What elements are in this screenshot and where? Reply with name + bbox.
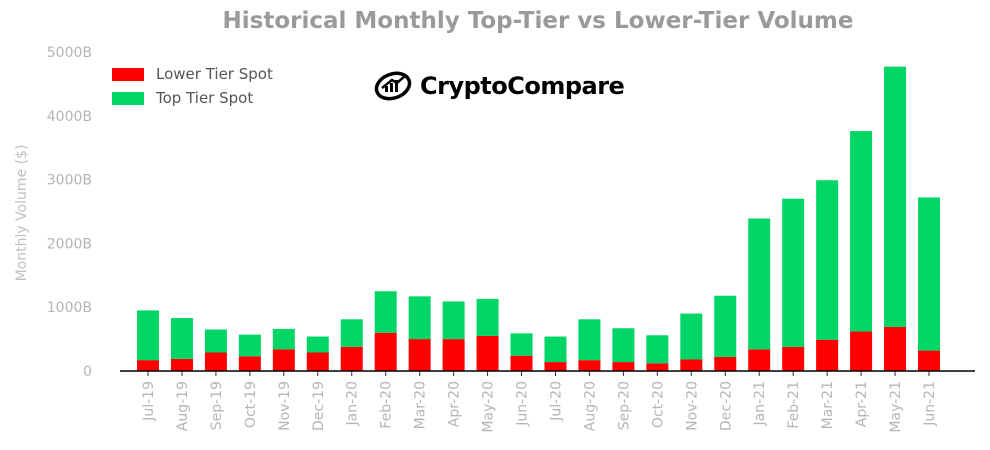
bar-lower-tier bbox=[680, 359, 703, 371]
brand-name: CryptoCompare bbox=[420, 72, 625, 100]
bar-lower-tier bbox=[578, 360, 601, 371]
bar-top-tier bbox=[374, 291, 397, 333]
x-tick-label: Jul-19 bbox=[141, 381, 157, 422]
bar-top-tier bbox=[340, 319, 363, 347]
bars bbox=[137, 66, 940, 371]
x-tick-label: Mar-21 bbox=[820, 381, 836, 429]
x-axis: Jul-19 Aug-19 Sep-19 Oct-19 Nov-19 Dec-19 Jan-… bbox=[120, 370, 975, 433]
bar-lower-tier bbox=[918, 350, 940, 371]
y-tick-label: 1000B bbox=[47, 300, 92, 316]
x-tick-label: Jul-20 bbox=[548, 381, 564, 422]
bar-top-tier bbox=[612, 328, 635, 363]
x-tick-label: Jan-21 bbox=[752, 381, 768, 426]
x-tick-label: Oct-20 bbox=[650, 381, 666, 428]
x-tick-label: Sep-20 bbox=[616, 381, 632, 430]
bar-top-tier bbox=[238, 334, 261, 357]
chart-title: Historical Monthly Top-Tier vs Lower-Tie… bbox=[222, 8, 854, 34]
bar-top-tier bbox=[918, 197, 940, 351]
bar-top-tier bbox=[680, 313, 703, 360]
bar-top-tier bbox=[884, 66, 907, 327]
bar-lower-tier bbox=[884, 326, 907, 371]
bar-top-tier bbox=[816, 180, 839, 340]
x-tick-label: May-20 bbox=[481, 381, 497, 433]
x-tick-label: Jun-21 bbox=[922, 381, 938, 427]
bar-lower-tier bbox=[646, 363, 669, 371]
bar-lower-tier bbox=[238, 356, 261, 371]
x-tick-label: Sep-19 bbox=[209, 381, 225, 430]
bar-lower-tier bbox=[476, 335, 499, 371]
bar-top-tier bbox=[782, 198, 805, 347]
bar-lower-tier bbox=[204, 352, 227, 371]
bar-top-tier bbox=[306, 336, 329, 353]
bar-lower-tier bbox=[408, 339, 431, 371]
x-tick-label: Oct-19 bbox=[243, 381, 259, 428]
x-tick-label: Apr-20 bbox=[447, 381, 463, 427]
x-tick-label: Aug-20 bbox=[582, 381, 598, 431]
bar-top-tier bbox=[442, 301, 465, 340]
x-tick-label: Nov-20 bbox=[684, 381, 700, 431]
x-tick-label: Aug-19 bbox=[175, 381, 191, 431]
x-tick-label: Apr-21 bbox=[854, 381, 870, 427]
bar-lower-tier bbox=[748, 349, 771, 371]
bar-top-tier bbox=[850, 131, 873, 332]
legend: Lower Tier Spot Top Tier Spot bbox=[112, 62, 273, 110]
x-tick-label: Feb-21 bbox=[786, 381, 802, 429]
legend-swatch-top-tier bbox=[112, 91, 144, 105]
bar-lower-tier bbox=[714, 356, 737, 371]
bar-lower-tier bbox=[374, 332, 397, 371]
bar-top-tier bbox=[578, 319, 601, 361]
bar-lower-tier bbox=[510, 355, 533, 371]
legend-swatch-lower-tier bbox=[112, 67, 144, 81]
legend-label-lower-tier: Lower Tier Spot bbox=[156, 65, 273, 83]
y-axis: 0 1000B 2000B 3000B 4000B 5000B bbox=[47, 45, 92, 380]
y-tick-label: 3000B bbox=[47, 173, 92, 189]
cryptocompare-logo-icon bbox=[374, 71, 412, 101]
y-axis-title: Monthly Volume ($) bbox=[14, 145, 30, 282]
x-tick-label: Dec-20 bbox=[718, 381, 734, 431]
x-tick-label: Jun-20 bbox=[515, 381, 531, 427]
bar-top-tier bbox=[510, 333, 533, 356]
bar-top-tier bbox=[476, 298, 499, 336]
bar-lower-tier bbox=[782, 346, 805, 371]
y-tick-label: 0 bbox=[83, 364, 92, 380]
bar-lower-tier bbox=[137, 360, 159, 371]
bar-lower-tier bbox=[340, 346, 363, 371]
x-tick-label: May-21 bbox=[888, 381, 904, 433]
bar-top-tier bbox=[646, 335, 669, 364]
bar-lower-tier bbox=[272, 349, 295, 371]
bar-lower-tier bbox=[170, 358, 193, 371]
y-tick-label: 2000B bbox=[47, 236, 92, 252]
bar-lower-tier bbox=[442, 339, 465, 371]
bar-top-tier bbox=[272, 328, 295, 350]
x-tick-label: Mar-20 bbox=[413, 381, 429, 429]
bar-lower-tier bbox=[544, 362, 567, 371]
bar-top-tier bbox=[714, 295, 737, 357]
legend-item-lower-tier: Lower Tier Spot bbox=[112, 62, 273, 86]
bar-lower-tier bbox=[850, 331, 873, 371]
y-tick-label: 4000B bbox=[47, 109, 92, 125]
x-tick-label: Jan-20 bbox=[345, 381, 361, 426]
x-tick-label: Nov-19 bbox=[277, 381, 293, 431]
bar-top-tier bbox=[408, 296, 431, 340]
bar-lower-tier bbox=[612, 362, 635, 371]
bar-top-tier bbox=[137, 310, 159, 361]
x-tick-label: Feb-20 bbox=[379, 381, 395, 429]
bar-lower-tier bbox=[306, 352, 329, 371]
legend-label-top-tier: Top Tier Spot bbox=[156, 89, 254, 107]
bar-top-tier bbox=[170, 318, 193, 359]
bar-top-tier bbox=[204, 329, 227, 353]
x-tick-label: Dec-19 bbox=[311, 381, 327, 431]
brand-logo: CryptoCompare bbox=[374, 71, 625, 101]
legend-item-top-tier: Top Tier Spot bbox=[112, 86, 273, 110]
bar-lower-tier bbox=[816, 339, 839, 371]
bar-top-tier bbox=[544, 336, 567, 363]
bar-top-tier bbox=[748, 218, 771, 350]
y-tick-label: 5000B bbox=[47, 45, 92, 61]
